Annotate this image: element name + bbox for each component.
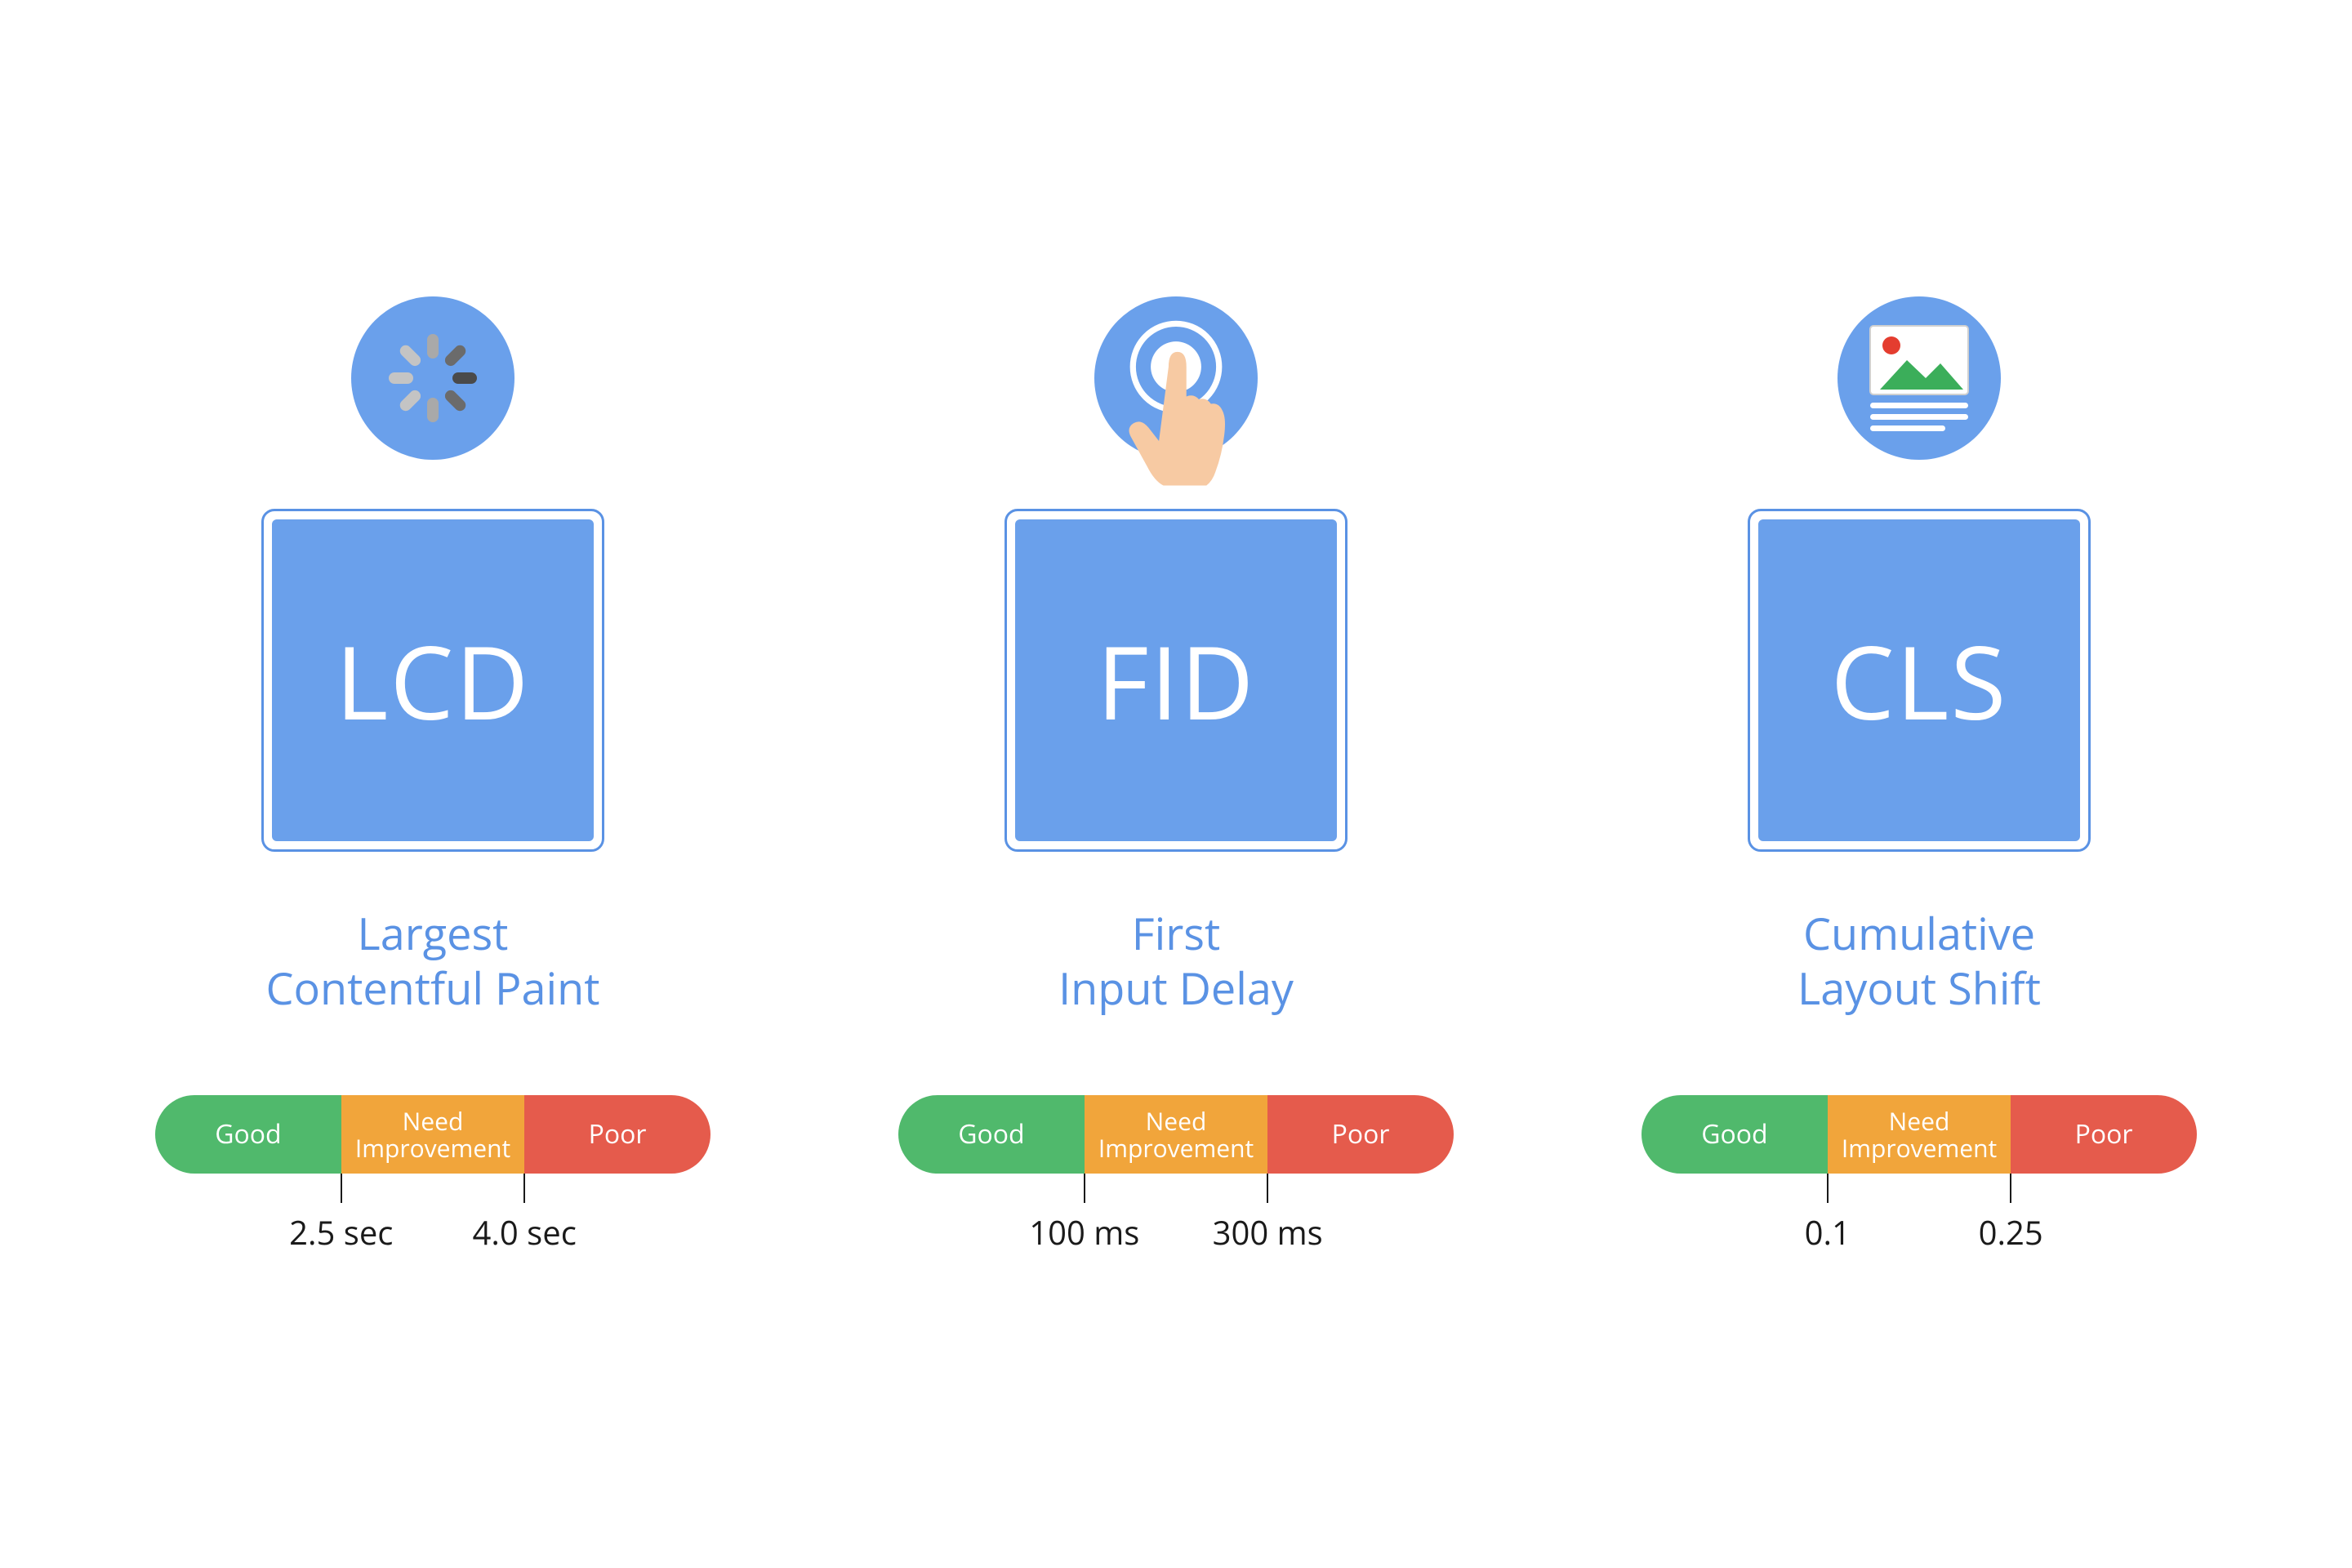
layout-icon: [1838, 296, 2001, 460]
metric-full-name: Cumulative Layout Shift: [1797, 891, 2041, 1030]
threshold-tick: [1827, 1174, 1829, 1203]
scale-segment-good: Good: [898, 1095, 1085, 1174]
infographic-stage: LCDLargest Contentful PaintGoodNeed Impr…: [0, 0, 2352, 1568]
metric-fid: FID First Input Delay GoodNeed Improvement…: [898, 296, 1454, 1272]
threshold-tick: [341, 1174, 342, 1203]
scale-segment-poor: Poor: [2011, 1095, 2197, 1174]
threshold-scale: GoodNeed ImprovementPoor 0.1 0.25: [1642, 1095, 2197, 1272]
abbr-text: LCD: [336, 612, 531, 750]
metric-full-name: First Input Delay: [1058, 891, 1294, 1030]
threshold-tick: [523, 1174, 525, 1203]
scale-segment-good: Good: [155, 1095, 341, 1174]
abbr-text: CLS: [1831, 612, 2008, 750]
metric-lcp: LCD Largest Contentful Paint GoodNeed Impr…: [155, 296, 710, 1272]
metrics-row: LCDLargest Contentful PaintGoodNeed Impr…: [155, 296, 2197, 1272]
spinner-icon: [351, 296, 514, 460]
touch-icon: [1094, 296, 1258, 460]
threshold-label: 0.1: [1805, 1209, 1851, 1254]
scale-segment-need: Need Improvement: [1085, 1095, 1267, 1174]
scale-segment-good: Good: [1642, 1095, 1828, 1174]
threshold-label: 0.25: [1979, 1209, 2043, 1254]
metric-full-name: Largest Contentful Paint: [266, 891, 600, 1030]
abbr-box-fid: FID: [1004, 509, 1348, 852]
threshold-label: 4.0 sec: [473, 1209, 577, 1254]
threshold-tick: [1267, 1174, 1268, 1203]
thresholds: 2.5 sec 4.0 sec: [155, 1174, 710, 1272]
thresholds: 100 ms 300 ms: [898, 1174, 1454, 1272]
scale-segment-poor: Poor: [1267, 1095, 1454, 1174]
thresholds: 0.1 0.25: [1642, 1174, 2197, 1272]
scale-segment-poor: Poor: [524, 1095, 710, 1174]
scale-segment-need: Need Improvement: [1828, 1095, 2011, 1174]
threshold-label: 100 ms: [1029, 1209, 1139, 1254]
threshold-label: 300 ms: [1213, 1209, 1323, 1254]
abbr-box-cls: CLS: [1748, 509, 2091, 852]
scale-segment-need: Need Improvement: [341, 1095, 524, 1174]
threshold-tick: [1084, 1174, 1085, 1203]
threshold-label: 2.5 sec: [289, 1209, 393, 1254]
abbr-text: FID: [1097, 612, 1256, 750]
threshold-scale: GoodNeed ImprovementPoor 100 ms 300 ms: [898, 1095, 1454, 1272]
threshold-tick: [2010, 1174, 2011, 1203]
threshold-scale: GoodNeed ImprovementPoor 2.5 sec 4.0 sec: [155, 1095, 710, 1272]
abbr-box-lcp: LCD: [261, 509, 604, 852]
metric-cls: CLS Cumulative Layout Shift GoodNeed Impro…: [1642, 296, 2197, 1272]
